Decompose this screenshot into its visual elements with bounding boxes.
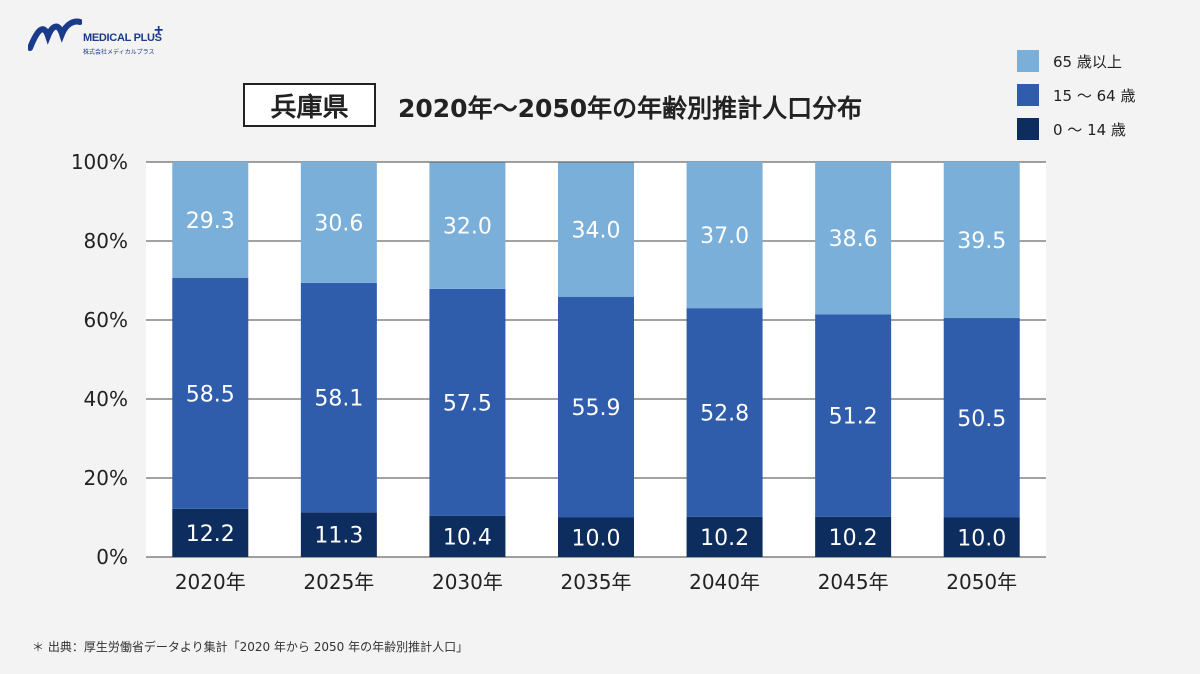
data-label: 10.2 xyxy=(829,526,878,551)
data-label: 37.0 xyxy=(700,224,749,249)
data-label: 58.1 xyxy=(314,387,363,412)
data-label: 58.5 xyxy=(186,382,235,407)
chart-title: 2020年～2050年の年齢別推計人口分布 xyxy=(398,94,863,123)
bar-segment xyxy=(172,508,249,557)
prefecture-label: 兵庫県 xyxy=(243,83,376,127)
logo-mark-icon xyxy=(28,18,82,51)
bar-segment xyxy=(558,162,634,297)
legend-item-0-14: 0 ～ 14 歳 xyxy=(1017,118,1135,140)
bar-segment xyxy=(300,512,377,557)
x-tick-label: 2045年 xyxy=(818,570,889,594)
y-tick-label: 40% xyxy=(84,387,128,411)
bar-segment xyxy=(558,296,634,518)
data-label: 38.6 xyxy=(829,227,878,252)
footnote: ＊ 出典：厚生労働省データより集計「2020 年から 2050 年の年齢別推計人… xyxy=(32,640,469,654)
bar-segment xyxy=(815,314,892,517)
brand-plus: + xyxy=(154,22,164,39)
bar-segment xyxy=(943,517,1020,557)
x-tick-label: 2035年 xyxy=(561,570,632,594)
x-tick-label: 2050年 xyxy=(946,570,1017,594)
bar-segment xyxy=(815,516,892,557)
legend-swatch-65-plus xyxy=(1017,50,1039,72)
data-label: 39.5 xyxy=(957,229,1006,254)
bar-segment xyxy=(686,516,763,557)
data-label: 10.0 xyxy=(957,526,1006,551)
bar-segment xyxy=(429,515,506,557)
legend-label-15-64: 15 ～ 64 歳 xyxy=(1053,86,1136,105)
brand-subtitle: 株式会社メディカルプラス xyxy=(83,49,155,56)
bar-segment xyxy=(300,282,377,513)
bar-segment xyxy=(558,517,634,557)
bar-segment xyxy=(172,277,249,509)
data-label: 32.0 xyxy=(443,215,492,240)
legend-item-15-64: 15 ～ 64 歳 xyxy=(1017,84,1135,106)
x-tick-label: 2030年 xyxy=(432,570,503,594)
y-tick-label: 100% xyxy=(71,150,128,174)
data-label: 57.5 xyxy=(443,391,492,416)
x-tick-label: 2020年 xyxy=(175,570,246,594)
y-tick-label: 20% xyxy=(84,466,128,490)
x-tick-label: 2040年 xyxy=(689,570,760,594)
prefecture-text: 兵庫県 xyxy=(270,92,349,123)
legend-swatch-15-64 xyxy=(1017,84,1039,106)
bar-segment xyxy=(686,308,763,517)
data-label: 10.4 xyxy=(443,525,492,550)
bar-segment xyxy=(429,288,506,516)
x-tick-label: 2025年 xyxy=(303,570,374,594)
bar-segment xyxy=(172,162,249,278)
data-label: 10.2 xyxy=(700,526,749,551)
legend: 65 歳以上 15 ～ 64 歳 0 ～ 14 歳 xyxy=(1017,50,1135,152)
bar-segment xyxy=(686,162,763,309)
y-tick-label: 60% xyxy=(84,308,128,332)
data-label: 34.0 xyxy=(572,219,621,244)
data-label: 30.6 xyxy=(314,211,363,236)
bar-segment xyxy=(300,162,377,283)
data-label: 51.2 xyxy=(829,405,878,430)
bar-segment xyxy=(429,162,506,289)
logo: MEDICAL PLUS + 株式会社メディカルプラス xyxy=(28,18,178,64)
legend-swatch-0-14 xyxy=(1017,118,1039,140)
bar-segment xyxy=(815,162,892,315)
bar-segment xyxy=(943,318,1020,518)
data-label: 10.0 xyxy=(572,526,621,551)
data-label: 11.3 xyxy=(314,524,363,549)
legend-label-0-14: 0 ～ 14 歳 xyxy=(1053,120,1126,139)
y-tick-label: 0% xyxy=(96,545,128,569)
data-label: 12.2 xyxy=(186,522,235,547)
legend-label-65-plus: 65 歳以上 xyxy=(1053,52,1122,71)
data-label: 50.5 xyxy=(957,407,1006,432)
data-label: 52.8 xyxy=(700,401,749,426)
data-label: 29.3 xyxy=(186,209,235,234)
brand-name: MEDICAL PLUS xyxy=(83,32,162,44)
data-label: 55.9 xyxy=(572,396,621,421)
y-tick-label: 80% xyxy=(84,229,128,253)
legend-item-65-plus: 65 歳以上 xyxy=(1017,50,1135,72)
bar-segment xyxy=(943,162,1020,319)
